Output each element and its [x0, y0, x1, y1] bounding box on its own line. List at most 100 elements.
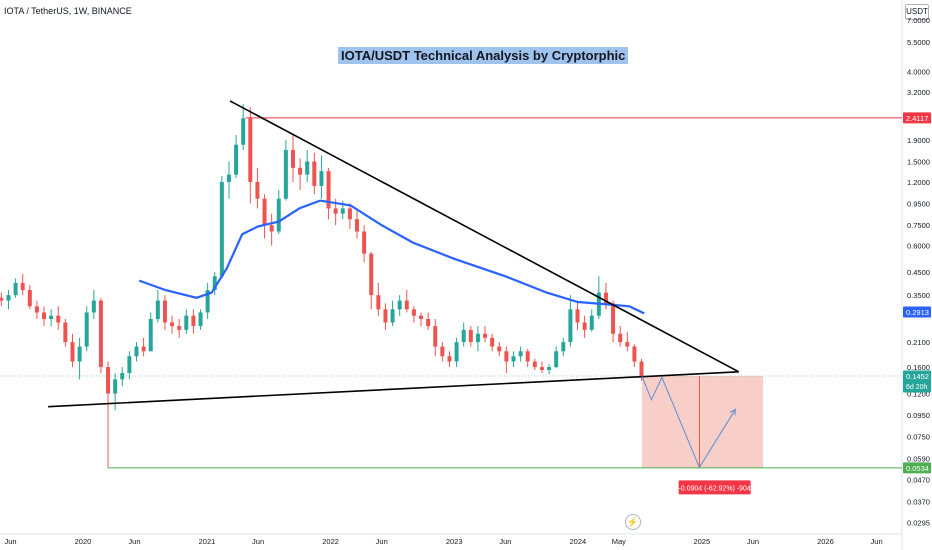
candle	[184, 309, 189, 334]
x-tick-label: 2025	[693, 537, 710, 546]
candle	[611, 300, 616, 343]
y-tick-label: 7.0000	[907, 16, 930, 25]
candle-body	[575, 309, 580, 323]
measurement-text: -0.0904 (-62.92%) -904	[678, 485, 750, 492]
price-label-bg	[903, 306, 931, 318]
y-tick-label: 1.9000	[907, 136, 930, 145]
candle	[404, 290, 409, 313]
candle	[191, 309, 196, 334]
candle-body	[547, 367, 552, 370]
candle-body	[518, 351, 523, 357]
candle-body	[155, 300, 160, 320]
candle-body	[397, 300, 402, 310]
candle-body	[170, 322, 175, 327]
y-tick-label: 5.5000	[907, 38, 930, 47]
moving-average-line	[138, 199, 645, 315]
symbol-header[interactable]: IOTA / TetherUS, 1W, BINANCE	[4, 6, 132, 16]
y-tick-label: 0.0295	[907, 518, 930, 527]
candle-body	[468, 329, 473, 343]
candle	[326, 167, 331, 220]
candle-body	[525, 351, 530, 362]
projection-path	[641, 375, 736, 469]
candle-body	[127, 356, 132, 374]
candle	[141, 337, 146, 357]
candle	[42, 306, 47, 327]
candle	[298, 158, 303, 190]
candle	[106, 361, 111, 468]
x-tick-label: 2022	[322, 537, 339, 546]
candle-body	[34, 306, 39, 313]
candle-body	[98, 300, 103, 368]
candle-body	[262, 198, 267, 226]
candle-body	[113, 379, 118, 394]
candle-body	[219, 181, 224, 277]
price-label: 2.4117	[903, 112, 931, 124]
candle-body	[426, 319, 431, 327]
candle-body	[141, 346, 146, 352]
price-label-text: 0.2913	[906, 308, 929, 317]
candle	[283, 139, 288, 201]
candle-body	[603, 292, 608, 304]
candle-body	[561, 342, 566, 352]
candle	[56, 306, 61, 330]
candle-body	[632, 346, 637, 362]
candle	[212, 272, 217, 296]
price-label-bg	[903, 462, 931, 474]
candle-body	[511, 356, 516, 362]
candle	[170, 315, 175, 334]
x-tick-label: 2021	[199, 537, 216, 546]
candle-body	[84, 312, 89, 347]
candle	[575, 300, 580, 330]
candle-body	[433, 326, 438, 347]
projection-arrow-head	[729, 408, 736, 416]
flash-icon[interactable]: ⚡	[625, 514, 641, 530]
candle	[219, 176, 224, 279]
candle-body	[305, 161, 310, 175]
candle-body	[191, 315, 196, 327]
candle	[276, 189, 281, 235]
candle-body	[148, 319, 153, 352]
price-label-bg	[903, 112, 931, 124]
candle	[355, 208, 360, 239]
price-label: 0.2913	[903, 306, 931, 318]
candle	[433, 319, 438, 357]
candle	[483, 326, 488, 343]
candle	[632, 344, 637, 368]
y-tick-label: 0.6000	[907, 242, 930, 251]
candle	[98, 297, 103, 374]
candle	[411, 306, 416, 323]
candle-body	[212, 276, 217, 291]
candle-body	[70, 342, 75, 362]
candle-body	[355, 219, 360, 232]
y-tick-label: 4.0000	[907, 67, 930, 76]
candle-body	[369, 253, 374, 296]
candle-body	[120, 373, 125, 380]
candle-body	[411, 309, 416, 316]
candle-body	[290, 149, 295, 168]
candle	[490, 333, 495, 352]
price-label-countdown: 6d 20h	[906, 384, 928, 391]
candle-body	[241, 118, 246, 145]
candle-body	[205, 290, 210, 313]
candle	[0, 292, 4, 307]
price-label-bg	[903, 370, 931, 393]
candle-body	[20, 282, 25, 291]
candle-body	[490, 337, 495, 347]
y-tick-label: 0.1600	[907, 363, 930, 372]
candle	[426, 312, 431, 330]
candle-body	[454, 342, 459, 362]
candle	[397, 295, 402, 316]
price-label-text: 0.1452	[906, 372, 929, 381]
candle	[561, 337, 566, 357]
candle-body	[226, 174, 231, 182]
y-tick-label: 0.0470	[907, 476, 930, 485]
candle-body	[42, 312, 47, 320]
x-tick-label: Jun	[747, 537, 759, 546]
candle-body	[106, 367, 111, 394]
y-tick-label: 0.3500	[907, 291, 930, 300]
currency-label[interactable]: USDT	[905, 4, 929, 20]
x-tick-label: Jun	[128, 537, 140, 546]
y-tick-label: 0.9500	[907, 199, 930, 208]
